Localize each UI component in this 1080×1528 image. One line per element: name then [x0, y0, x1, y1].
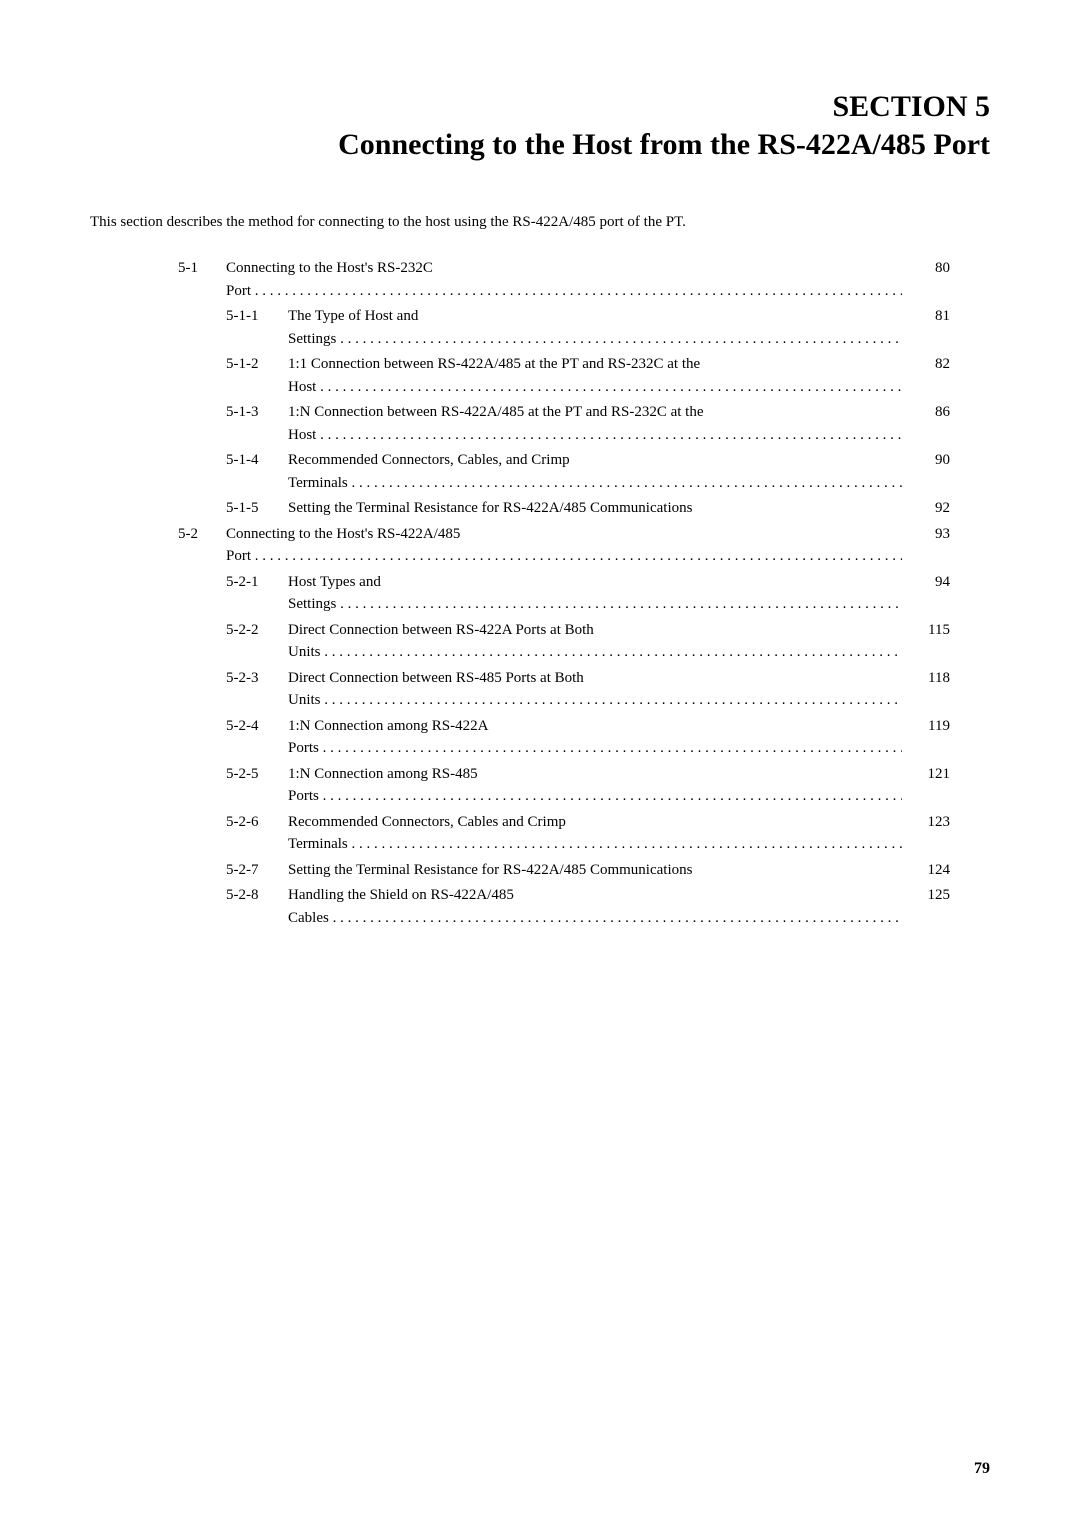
- toc-page: 119: [902, 715, 950, 738]
- toc-title: Direct Connection between RS-485 Ports a…: [288, 667, 902, 712]
- toc-page: 81: [902, 305, 950, 328]
- toc-row: 5-2-8Handling the Shield on RS-422A/485 …: [178, 884, 950, 929]
- toc-page: 94: [902, 571, 950, 594]
- toc-row: 5-2-3Direct Connection between RS-485 Po…: [178, 667, 950, 712]
- toc-title: Setting the Terminal Resistance for RS-4…: [288, 497, 902, 520]
- toc-page: 82: [902, 353, 950, 376]
- toc-title: Recommended Connectors, Cables, and Crim…: [288, 449, 902, 494]
- toc-row: 5-2-6Recommended Connectors, Cables and …: [178, 811, 950, 856]
- toc-number: 5-2-6: [226, 811, 288, 834]
- toc-page: 125: [902, 884, 950, 907]
- toc-title: The Type of Host and Settings: [288, 305, 902, 350]
- toc-title: Direct Connection between RS-422A Ports …: [288, 619, 902, 664]
- toc-title: Recommended Connectors, Cables and Crimp…: [288, 811, 902, 856]
- section-title: Connecting to the Host from the RS-422A/…: [90, 128, 990, 162]
- toc-title: 1:N Connection among RS-485 Ports: [288, 763, 902, 808]
- toc-row: 5-1-1The Type of Host and Settings81: [178, 305, 950, 350]
- table-of-contents: 5-1Connecting to the Host's RS-232C Port…: [178, 257, 950, 929]
- toc-title: Handling the Shield on RS-422A/485 Cable…: [288, 884, 902, 929]
- toc-page: 121: [902, 763, 950, 786]
- toc-title: Connecting to the Host's RS-422A/485 Por…: [226, 523, 902, 568]
- toc-row: 5-1Connecting to the Host's RS-232C Port…: [178, 257, 950, 302]
- toc-number: 5-1-2: [226, 353, 288, 376]
- toc-title: 1:N Connection among RS-422A Ports: [288, 715, 902, 760]
- toc-number: 5-2-2: [226, 619, 288, 642]
- toc-number: 5-2-1: [226, 571, 288, 594]
- section-number: SECTION 5: [90, 90, 990, 124]
- section-header: SECTION 5 Connecting to the Host from th…: [90, 90, 990, 162]
- toc-title: 1:1 Connection between RS-422A/485 at th…: [288, 353, 902, 398]
- toc-title: 1:N Connection between RS-422A/485 at th…: [288, 401, 902, 446]
- toc-number: 5-1-5: [226, 497, 288, 520]
- toc-row: 5-1-5Setting the Terminal Resistance for…: [178, 497, 950, 520]
- toc-row: 5-2-51:N Connection among RS-485 Ports12…: [178, 763, 950, 808]
- toc-page: 124: [902, 859, 950, 882]
- toc-page: 80: [902, 257, 950, 280]
- intro-text: This section describes the method for co…: [90, 212, 990, 233]
- toc-page: 86: [902, 401, 950, 424]
- page-number: 79: [974, 1460, 990, 1478]
- toc-title: Connecting to the Host's RS-232C Port: [226, 257, 902, 302]
- toc-row: 5-2-7Setting the Terminal Resistance for…: [178, 859, 950, 882]
- toc-number: 5-2-8: [226, 884, 288, 907]
- toc-number: 5-1: [178, 257, 226, 280]
- toc-page: 93: [902, 523, 950, 546]
- toc-row: 5-1-21:1 Connection between RS-422A/485 …: [178, 353, 950, 398]
- toc-row: 5-2-2Direct Connection between RS-422A P…: [178, 619, 950, 664]
- toc-number: 5-1-1: [226, 305, 288, 328]
- toc-number: 5-2: [178, 523, 226, 546]
- toc-page: 118: [902, 667, 950, 690]
- toc-row: 5-1-4Recommended Connectors, Cables, and…: [178, 449, 950, 494]
- toc-number: 5-1-4: [226, 449, 288, 472]
- toc-number: 5-2-5: [226, 763, 288, 786]
- toc-page: 123: [902, 811, 950, 834]
- toc-page: 90: [902, 449, 950, 472]
- toc-page: 92: [902, 497, 950, 520]
- toc-number: 5-2-4: [226, 715, 288, 738]
- toc-number: 5-2-7: [226, 859, 288, 882]
- toc-number: 5-2-3: [226, 667, 288, 690]
- toc-row: 5-2Connecting to the Host's RS-422A/485 …: [178, 523, 950, 568]
- toc-row: 5-2-1Host Types and Settings94: [178, 571, 950, 616]
- toc-row: 5-1-31:N Connection between RS-422A/485 …: [178, 401, 950, 446]
- toc-page: 115: [902, 619, 950, 642]
- toc-row: 5-2-41:N Connection among RS-422A Ports1…: [178, 715, 950, 760]
- toc-title: Setting the Terminal Resistance for RS-4…: [288, 859, 902, 882]
- toc-title: Host Types and Settings: [288, 571, 902, 616]
- toc-number: 5-1-3: [226, 401, 288, 424]
